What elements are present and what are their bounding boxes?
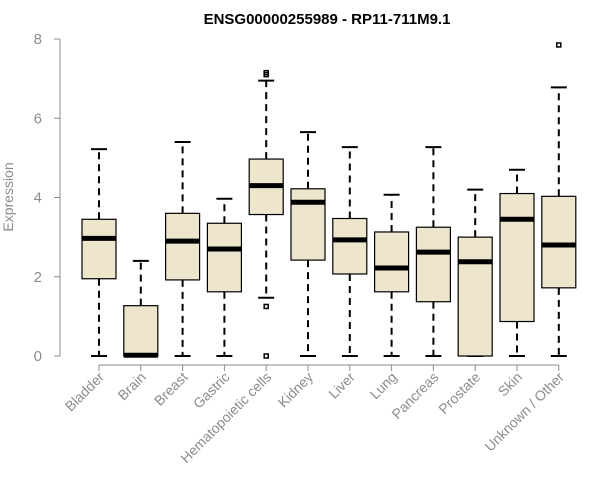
box-group [123,259,159,358]
x-tick-label: Brain [114,369,148,403]
box [290,188,326,261]
box [499,192,535,323]
box-group [499,168,535,357]
y-tick-label: 2 [34,269,42,286]
box [81,218,117,280]
box-group [457,188,493,357]
box [123,305,159,357]
box [332,217,368,275]
box-group [541,42,577,357]
outlier-point [263,303,269,310]
x-tick-label: Breast [151,369,191,409]
outlier-point [556,42,562,48]
y-axis-label: Expression [0,162,16,231]
box-group [165,141,201,357]
box-group [332,146,368,357]
x-tick-label: Unknown / Other [481,369,567,455]
box [206,222,242,293]
box-group [206,197,242,357]
x-tick-label: Skin [495,369,526,400]
y-tick-label: 0 [34,348,42,365]
y-tick-label: 8 [34,31,42,48]
box-group [81,148,117,357]
x-tick-label: Lung [366,369,399,402]
y-axis: 0 2 4 6 8 [34,31,61,365]
box-group [374,193,410,357]
y-tick-label: 6 [34,110,42,127]
box-group [290,131,326,357]
chart-title: ENSG00000255989 - RP11-711M9.1 [204,11,451,28]
outlier-point [263,69,269,76]
x-tick-label: Bladder [62,369,108,415]
box [374,231,410,293]
y-tick-label: 4 [34,190,42,207]
box [165,212,201,281]
box-group [248,69,284,359]
box [457,236,493,357]
box [541,195,577,289]
x-tick-label: Kidney [275,369,317,411]
plot-area [81,42,577,359]
outlier-point [263,353,269,359]
x-tick-label: Prostate [435,369,483,417]
box-group [415,146,451,357]
box [415,226,451,303]
x-tick-label: Liver [325,369,358,402]
